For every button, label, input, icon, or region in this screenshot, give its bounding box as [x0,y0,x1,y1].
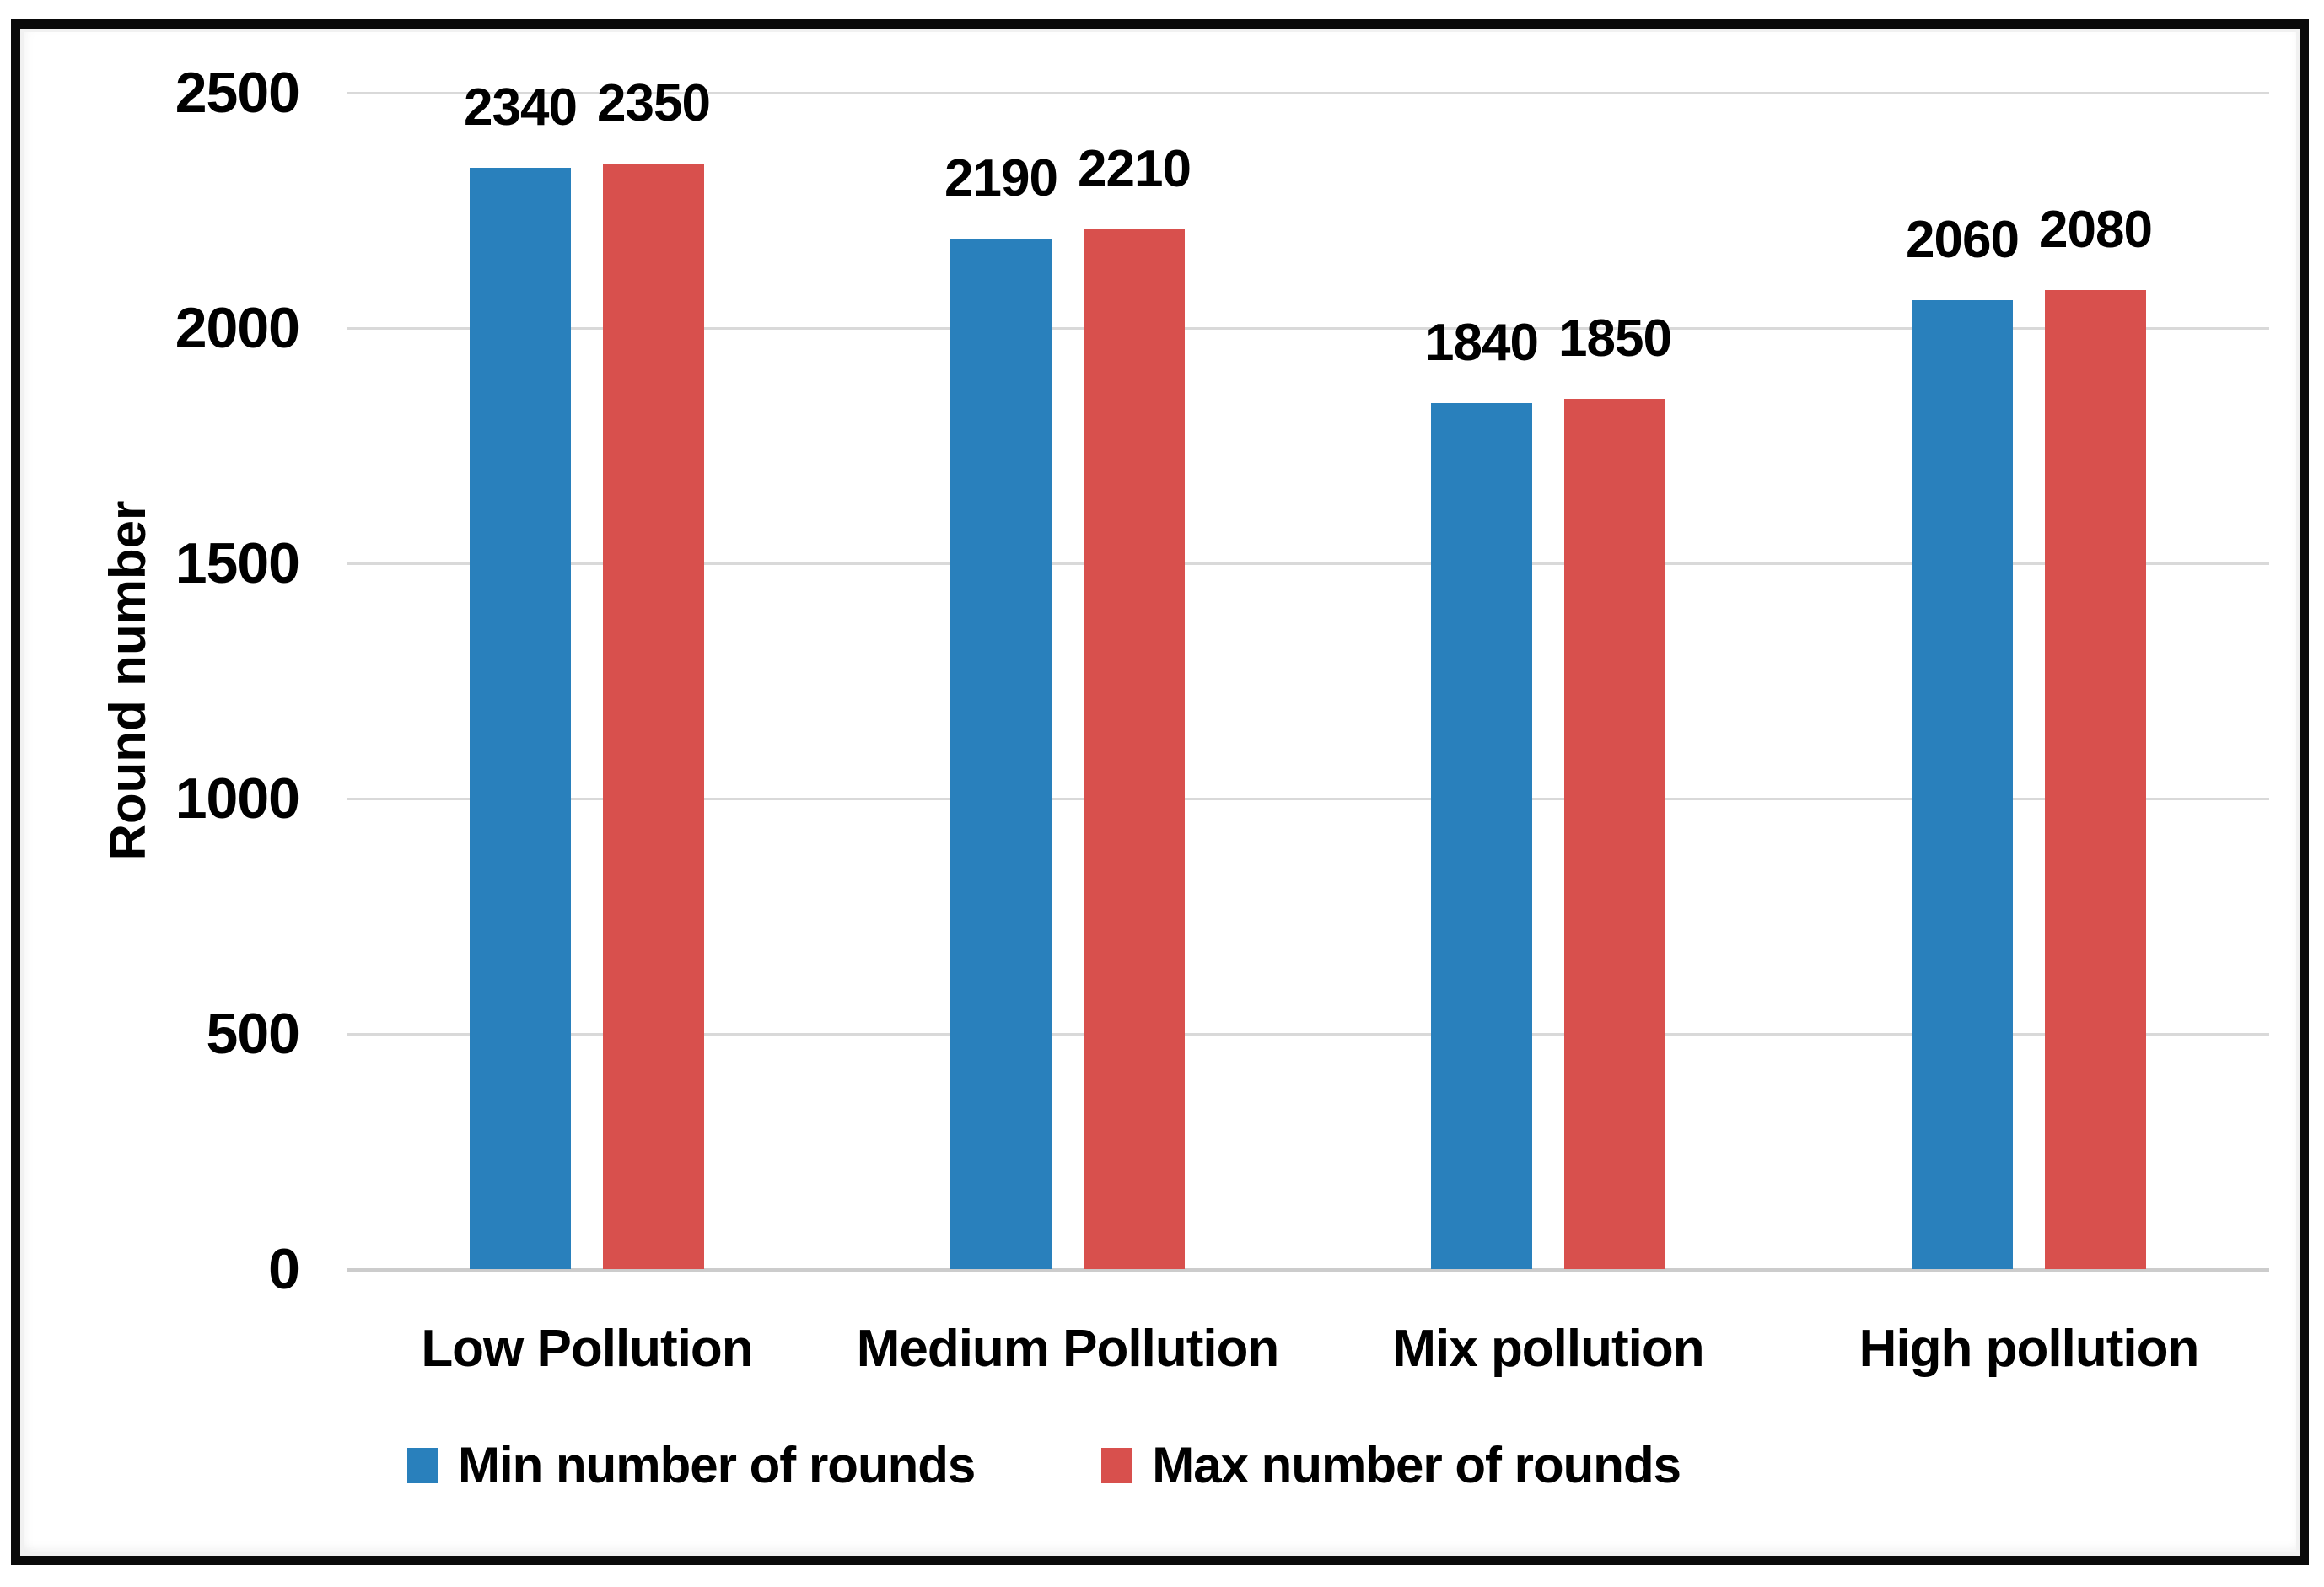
x-category-label: Medium Pollution [856,1320,1280,1378]
x-category-label: High pollution [1859,1320,2200,1378]
y-axis-title: Round number [100,500,156,861]
y-tick-label: 2500 [175,61,300,125]
x-category-label: Low Pollution [421,1320,753,1378]
bar-value-label: 2190 [944,149,1058,207]
y-gridline [347,798,2269,800]
legend-label: Max number of rounds [1152,1437,1681,1493]
legend-item: Min number of rounds [407,1432,976,1499]
y-tick-label: 2000 [175,296,300,360]
legend-swatch [407,1448,438,1483]
legend-swatch [1101,1448,1132,1483]
bar-value-label: 2080 [2039,201,2153,259]
legend: Min number of rounds Max number of rounds [0,1432,2206,1499]
y-tick-label: 1500 [175,531,300,595]
y-tick-label: 1000 [175,767,300,831]
legend-label: Min number of rounds [458,1437,976,1493]
bar-value-label: 2060 [1906,211,2020,269]
y-tick-label: 500 [206,1002,300,1066]
bar-value-label: 2340 [464,78,578,137]
bar-value-label: 2210 [1078,140,1192,198]
bar [470,168,571,1269]
x-axis-line [347,1268,2269,1272]
x-category-label: Mix pollution [1392,1320,1704,1378]
bar [1564,399,1665,1269]
bar-value-label: 1850 [1558,309,1672,368]
bar-value-label: 2350 [597,74,711,132]
bar [1431,403,1532,1269]
y-gridline [347,92,2269,94]
legend-item: Max number of rounds [1101,1432,1681,1499]
bar-value-label: 1840 [1425,314,1539,372]
bar [950,239,1052,1269]
bar [603,164,704,1269]
bar [1084,229,1185,1269]
y-gridline [347,1033,2269,1036]
bar [2045,290,2146,1269]
y-tick-label: 0 [268,1237,300,1301]
bar [1912,300,2013,1269]
y-gridline [347,327,2269,330]
y-gridline [347,562,2269,565]
